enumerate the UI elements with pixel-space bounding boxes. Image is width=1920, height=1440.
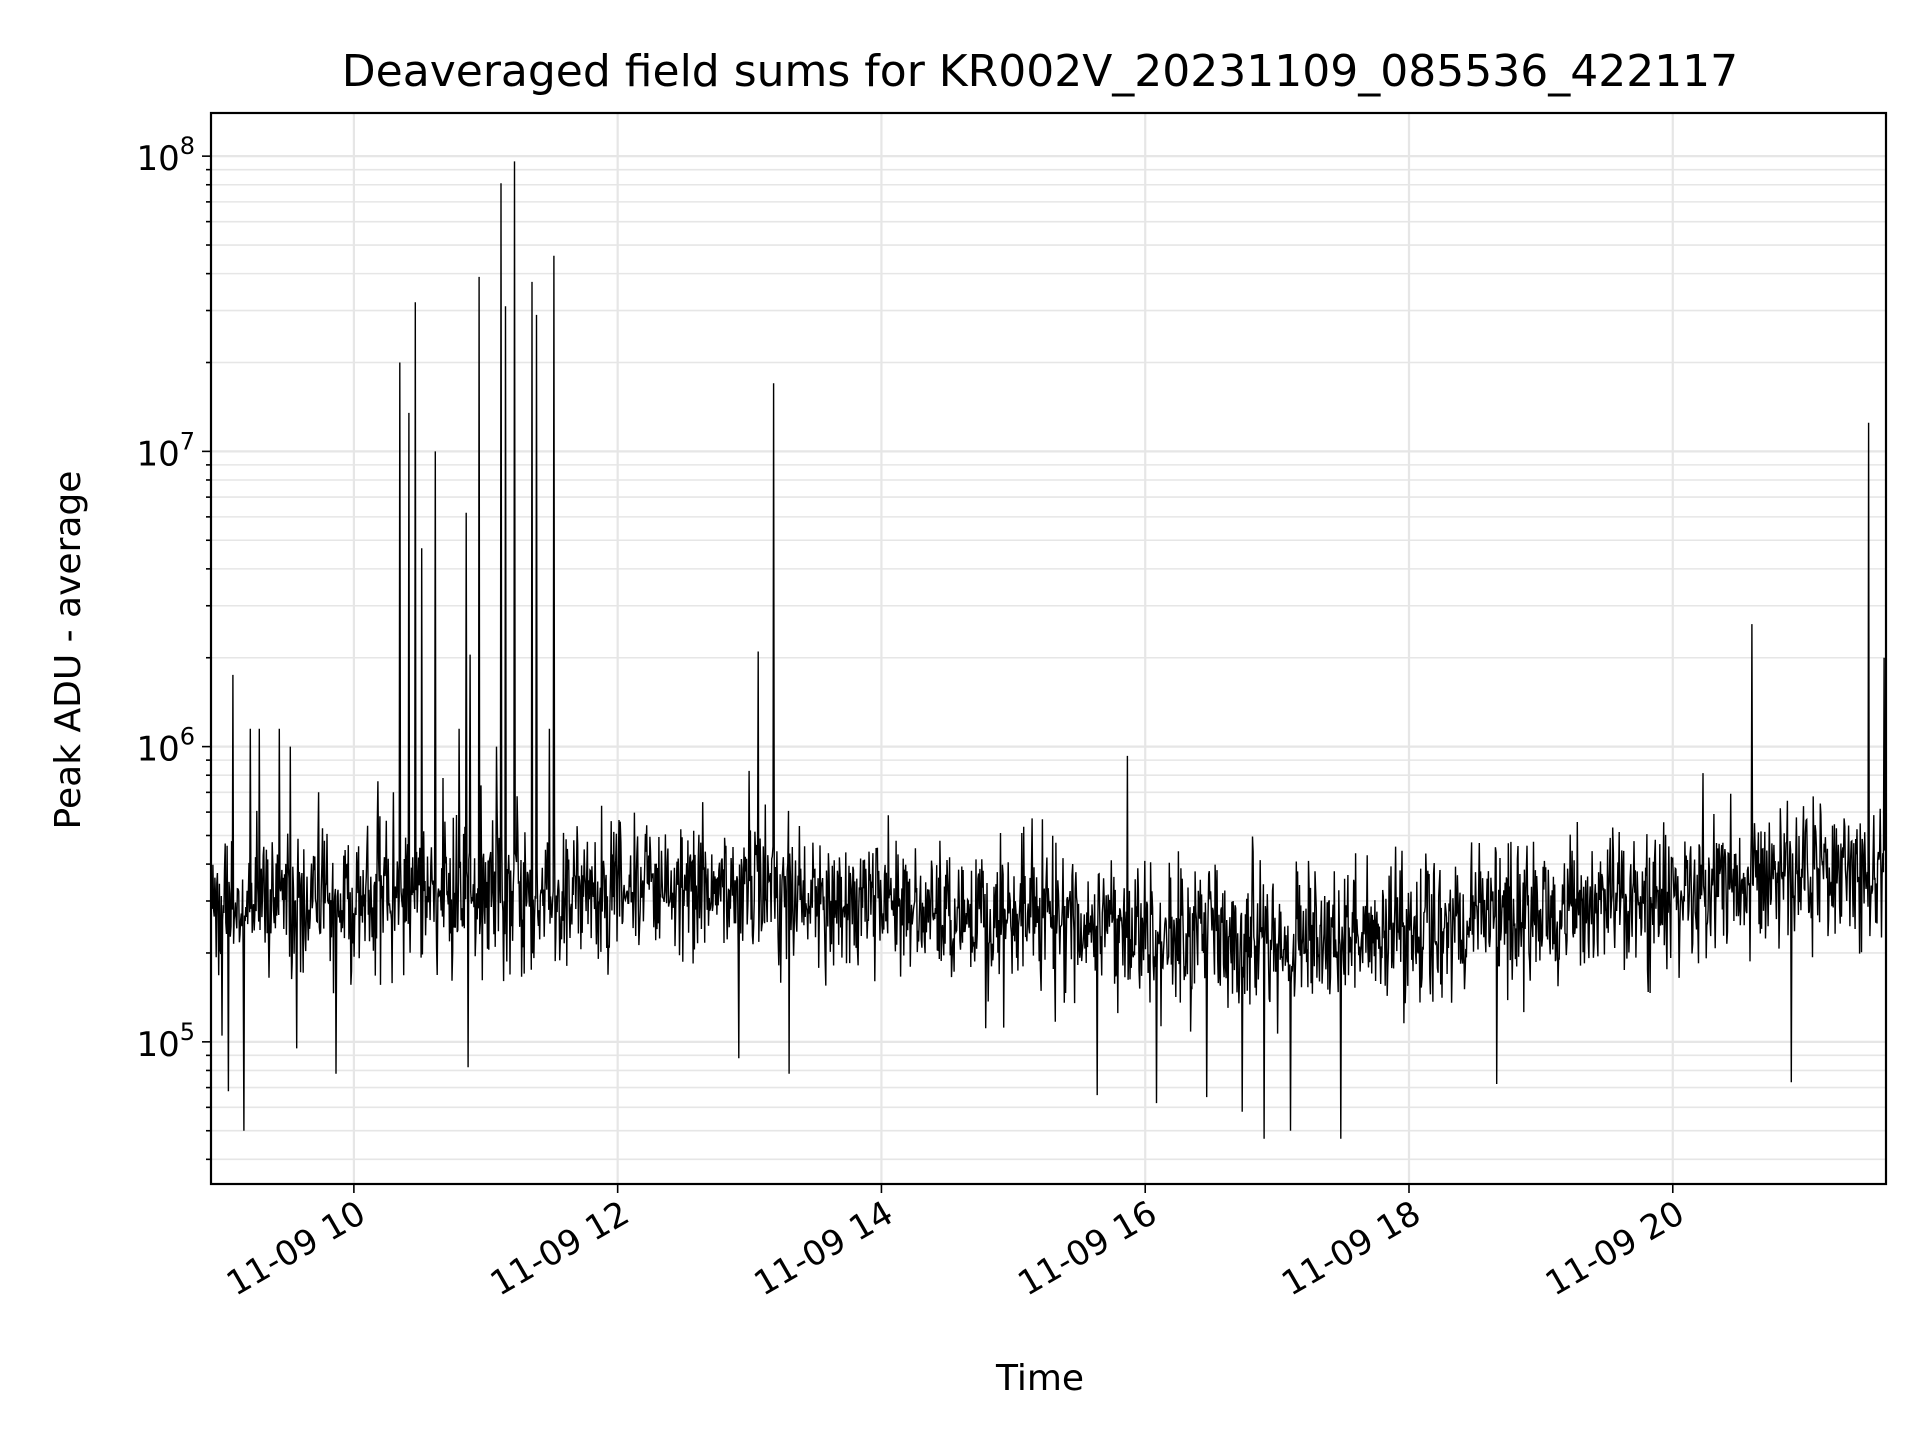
series-line	[210, 161, 1887, 1139]
x-tick-label: 11-09 20	[1539, 1193, 1691, 1304]
x-tick-label: 11-09 16	[1011, 1193, 1163, 1304]
grid-layer	[211, 113, 1886, 1184]
plot-frame	[209, 111, 1888, 1186]
x-tick-label: 11-09 12	[484, 1193, 636, 1304]
x-tick-label: 11-09 18	[1275, 1193, 1427, 1304]
chart-title: Deaveraged field sums for KR002V_2023110…	[342, 46, 1738, 97]
series-layer	[210, 161, 1887, 1139]
x-tick-label: 11-09 14	[748, 1193, 900, 1304]
y-tick-label: 106	[136, 723, 195, 770]
y-axis-label: Peak ADU - average	[48, 471, 89, 830]
x-axis-label: Time	[995, 1358, 1084, 1399]
axes-layer	[202, 111, 1888, 1193]
y-tick-label: 105	[136, 1018, 195, 1065]
y-tick-labels: 105 106 107 108	[136, 132, 195, 1065]
x-tick-labels: 11-09 10 11-09 12 11-09 14 11-09 16 11-09 18…	[220, 1193, 1691, 1304]
y-tick-label: 108	[136, 132, 195, 179]
y-tick-label: 107	[136, 427, 195, 474]
x-tick-label: 11-09 10	[220, 1193, 372, 1304]
